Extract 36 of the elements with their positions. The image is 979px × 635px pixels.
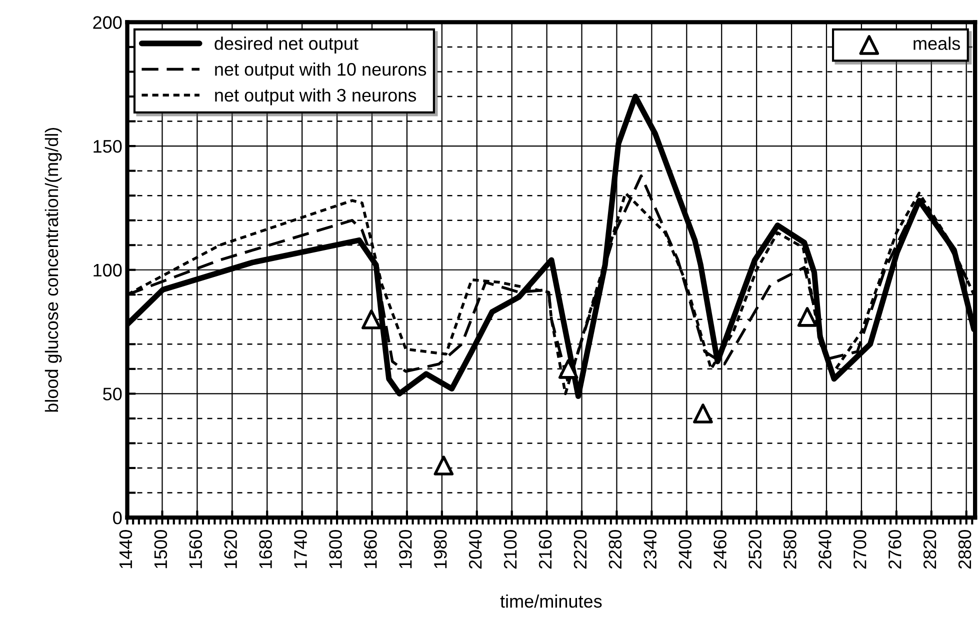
x-tick-label: 2700	[854, 530, 866, 569]
x-tick-label: 1500	[154, 530, 168, 568]
y-tick-label: 200	[93, 16, 122, 29]
x-tick-label: 2100	[504, 530, 517, 569]
x-tick-label: 1620	[224, 530, 237, 568]
x-tick-label: 2640	[818, 530, 832, 569]
x-axis-title: time/minutes	[500, 594, 602, 608]
legend-label: desired net output	[214, 36, 358, 54]
x-tick-label: 2220	[574, 530, 587, 569]
legend-label: net output with 3 neurons	[215, 88, 416, 106]
y-tick-label: 100	[94, 264, 122, 277]
x-tick-label: 1740	[294, 530, 307, 568]
x-tick-label: 1560	[189, 530, 202, 568]
y-tick-label: 0	[113, 511, 122, 524]
x-tick-label: 2400	[678, 530, 692, 569]
x-tick-label: 2280	[608, 530, 622, 569]
x-tick-label: 2340	[644, 530, 657, 569]
x-tick-label: 2520	[748, 530, 762, 569]
x-tick-label: 2580	[784, 530, 796, 569]
x-tick-label: 1920	[399, 530, 412, 568]
x-tick-label: 2040	[468, 530, 482, 569]
x-tick-label: 1860	[364, 530, 377, 568]
legend-label: net output with 10 neurons	[215, 62, 426, 80]
x-tick-label: 2160	[538, 530, 552, 569]
x-tick-label: 1680	[259, 530, 272, 568]
legend-label: meals	[914, 36, 960, 50]
x-tick-label: 1980	[434, 530, 447, 568]
y-axis-title: blood glucose concentration/(mg/dl)	[44, 128, 62, 412]
x-tick-label: 2820	[923, 530, 936, 569]
x-tick-label: 2880	[958, 530, 972, 569]
x-tick-label: 1800	[329, 530, 342, 568]
y-tick-label: 50	[103, 388, 122, 400]
x-tick-label: 1440	[119, 530, 132, 568]
y-tick-label: 150	[94, 140, 122, 153]
x-tick-label: 2760	[888, 530, 902, 569]
x-tick-label: 2460	[714, 530, 726, 569]
